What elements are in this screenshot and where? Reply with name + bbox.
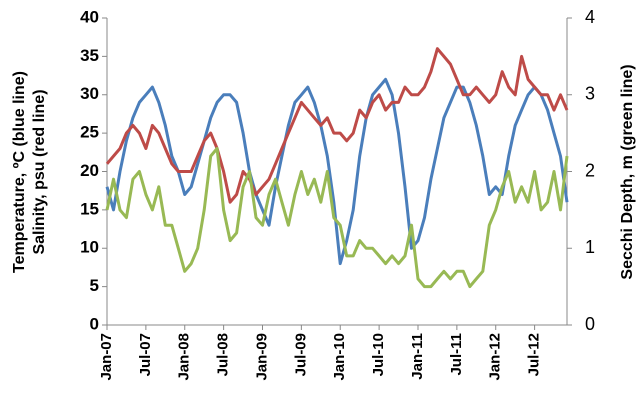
y-tick-label: 35 xyxy=(80,46,99,65)
y2-tick-label: 2 xyxy=(585,160,595,180)
x-tick-label: Jan-12 xyxy=(487,333,504,381)
x-tick-label: Jan-09 xyxy=(253,333,270,381)
y-tick-label: 0 xyxy=(90,314,99,333)
x-tick-label: Jan-07 xyxy=(98,333,115,381)
y-tick-label: 10 xyxy=(80,238,99,257)
y-tick-label: 20 xyxy=(80,161,99,180)
x-tick-label: Jul-12 xyxy=(526,333,543,376)
y-tick-label: 40 xyxy=(80,7,99,26)
y2-tick-label: 1 xyxy=(585,237,595,257)
x-tick-label: Jan-11 xyxy=(409,333,426,380)
y2-tick-label: 4 xyxy=(585,7,595,27)
x-tick-label: Jul-07 xyxy=(137,333,154,376)
series-line xyxy=(105,147,569,289)
x-tick-label: Jul-08 xyxy=(215,333,232,376)
y-tick-label: 30 xyxy=(80,84,99,103)
y-axis-title: Salinity, psu (red line) xyxy=(31,89,48,254)
y-axis-title: Temperature, ºC (blue line) xyxy=(11,71,28,273)
y-tick-label: 5 xyxy=(90,276,99,295)
y-tick-label: 25 xyxy=(80,123,99,142)
series-line xyxy=(105,77,569,266)
x-tick-label: Jul-10 xyxy=(370,333,387,376)
y2-axis-title: Secchi Depth, m (green line) xyxy=(619,64,636,279)
y-tick-label: 15 xyxy=(80,199,99,218)
x-tick-label: Jul-11 xyxy=(448,333,465,376)
x-tick-label: Jan-10 xyxy=(331,333,348,381)
y2-tick-label: 3 xyxy=(585,84,595,104)
x-tick-label: Jan-08 xyxy=(176,333,193,381)
series-line xyxy=(105,47,569,204)
y2-tick-label: 0 xyxy=(585,314,595,334)
x-tick-label: Jul-09 xyxy=(292,333,309,376)
